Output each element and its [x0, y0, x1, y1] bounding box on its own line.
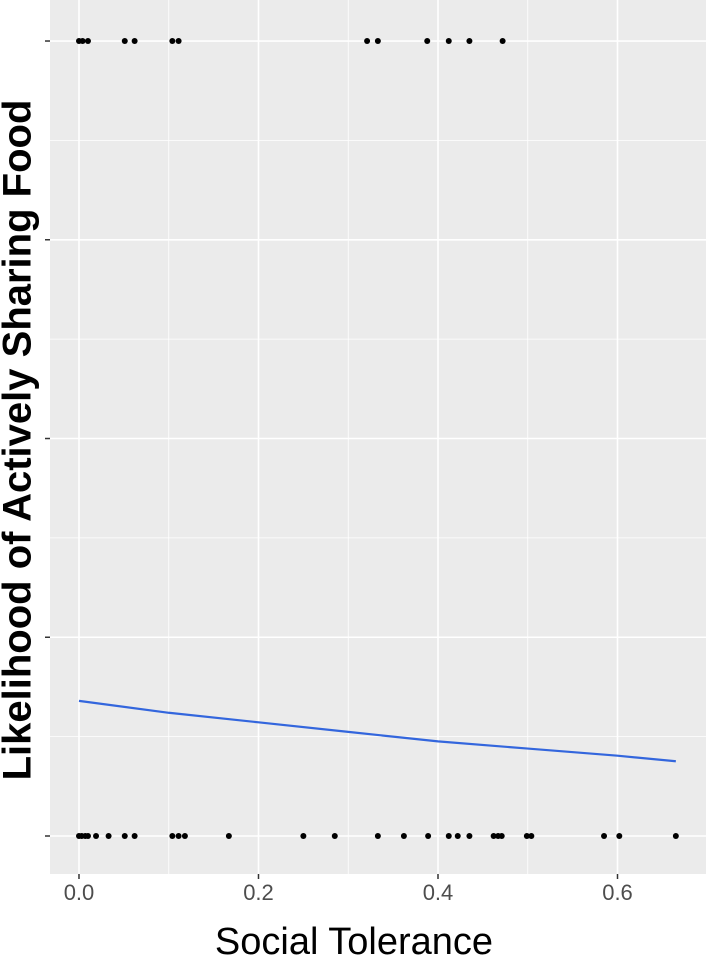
plot-panel	[50, 0, 706, 874]
data-point	[528, 833, 535, 839]
data-point	[445, 38, 452, 45]
data-point	[181, 833, 188, 839]
data-point	[466, 38, 473, 45]
data-point	[175, 833, 182, 839]
data-point	[79, 38, 86, 45]
data-point	[425, 833, 432, 839]
data-point	[131, 38, 138, 45]
data-point	[616, 833, 623, 839]
data-point	[499, 38, 506, 45]
x-tick-label: 0.2	[243, 880, 274, 905]
data-point	[105, 833, 112, 839]
data-point	[498, 833, 505, 839]
data-point	[175, 38, 182, 45]
data-point	[364, 38, 371, 45]
data-point	[424, 38, 431, 45]
data-point	[300, 833, 307, 839]
data-point	[84, 833, 91, 839]
data-point	[445, 833, 452, 839]
data-point	[523, 833, 530, 839]
data-point	[454, 833, 461, 839]
data-point	[84, 38, 91, 45]
data-point	[331, 833, 338, 839]
data-point	[121, 38, 128, 45]
data-point	[225, 833, 232, 839]
data-point	[374, 833, 381, 839]
data-point	[374, 38, 381, 45]
x-tick-label: 0.0	[64, 880, 95, 905]
x-axis-title: Social Tolerance	[215, 921, 493, 963]
data-point	[93, 833, 100, 839]
data-point	[169, 38, 176, 45]
x-tick-label: 0.4	[423, 880, 454, 905]
data-point	[672, 833, 679, 839]
data-point	[169, 833, 176, 839]
data-point	[466, 833, 473, 839]
data-point	[400, 833, 407, 839]
y-axis-title: Likelihood of Actively Sharing Food	[0, 100, 40, 781]
data-point	[490, 833, 497, 839]
data-point	[131, 833, 138, 839]
data-point	[601, 833, 608, 839]
data-point	[121, 833, 128, 839]
x-tick-label: 0.6	[602, 880, 633, 905]
fit-line	[78, 699, 676, 763]
